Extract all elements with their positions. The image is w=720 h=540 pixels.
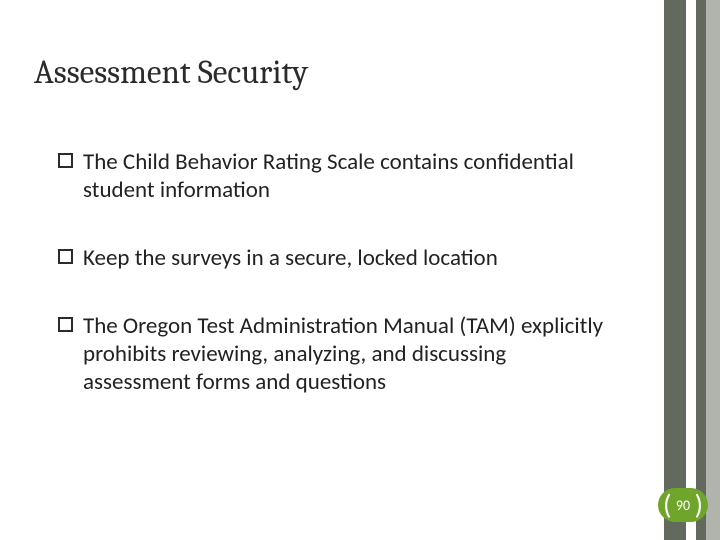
bracket-right-icon: ) <box>695 487 704 522</box>
slide-title: Assessment Security <box>34 54 308 92</box>
title-container: Assessment Security <box>34 54 308 92</box>
bullet-square-icon <box>58 153 73 168</box>
page-number: 90 <box>676 497 690 514</box>
bullet-item: Keep the surveys in a secure, locked loc… <box>58 244 618 272</box>
bullet-text: The Child Behavior Rating Scale contains… <box>83 148 618 204</box>
bullet-item: The Oregon Test Administration Manual (T… <box>58 312 618 396</box>
band-seg-4 <box>706 0 720 540</box>
band-seg-3 <box>696 0 706 540</box>
bullet-text: Keep the surveys in a secure, locked loc… <box>83 244 498 272</box>
bullet-list: The Child Behavior Rating Scale contains… <box>58 148 618 436</box>
bracket-left-icon: ( <box>663 487 672 522</box>
bullet-text: The Oregon Test Administration Manual (T… <box>83 312 618 396</box>
bullet-square-icon <box>58 317 73 332</box>
right-accent-band <box>664 0 720 540</box>
band-seg-2 <box>686 0 696 540</box>
bullet-square-icon <box>58 249 73 264</box>
band-seg-1 <box>664 0 686 540</box>
page-number-badge: ( 90 ) <box>658 488 708 522</box>
bullet-item: The Child Behavior Rating Scale contains… <box>58 148 618 204</box>
